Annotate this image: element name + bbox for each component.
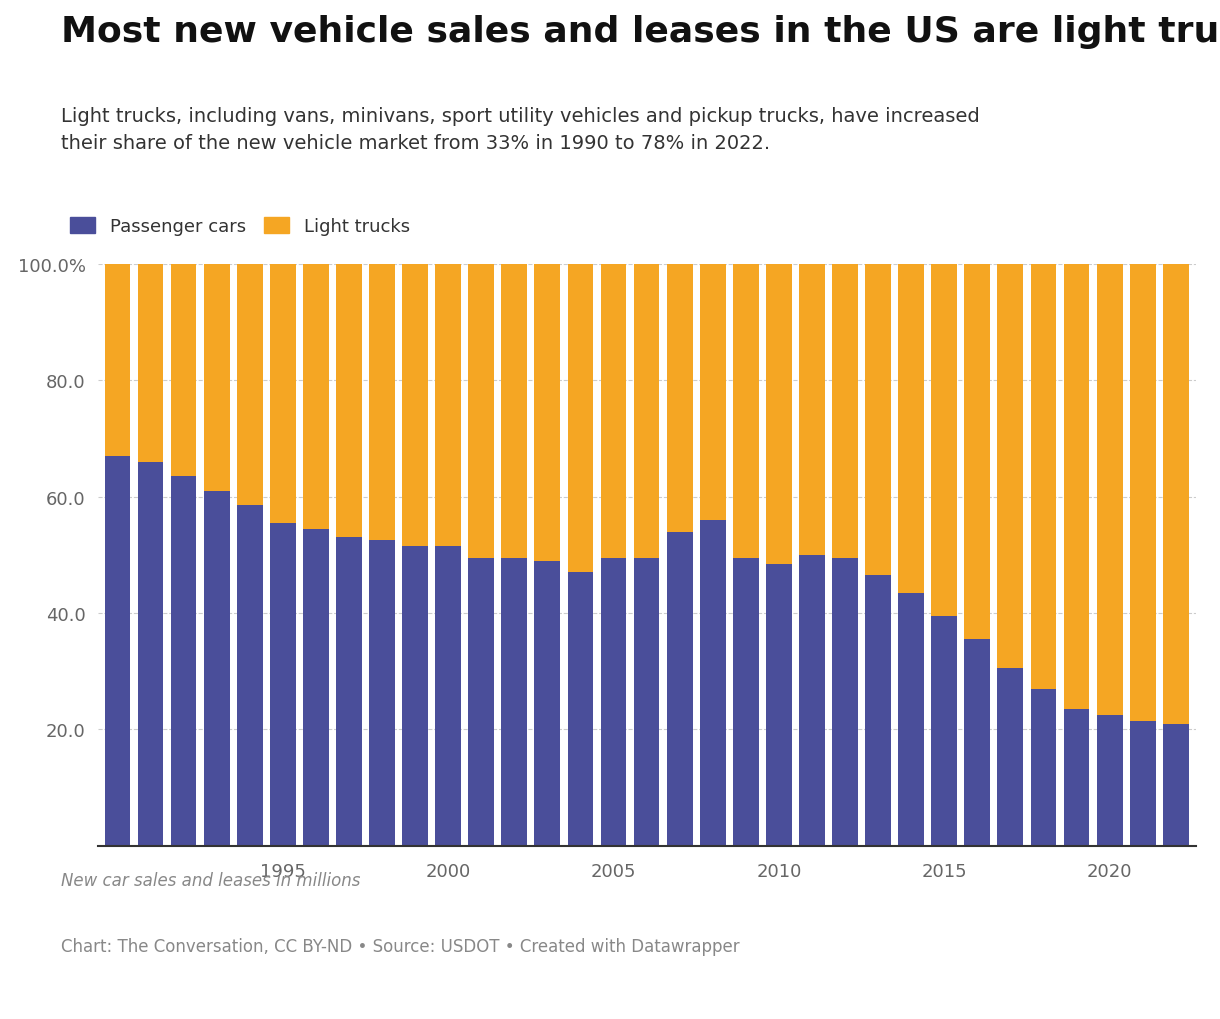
Bar bbox=[303, 265, 328, 529]
Bar bbox=[403, 265, 428, 546]
Bar bbox=[998, 265, 1024, 668]
Bar bbox=[600, 265, 626, 558]
Bar bbox=[468, 265, 494, 558]
Bar bbox=[336, 265, 362, 538]
Bar bbox=[1097, 715, 1122, 846]
Text: Light trucks, including vans, minivans, sport utility vehicles and pickup trucks: Light trucks, including vans, minivans, … bbox=[61, 107, 980, 153]
Bar bbox=[436, 265, 461, 546]
Bar bbox=[336, 538, 362, 846]
Bar bbox=[865, 576, 891, 846]
Bar bbox=[600, 558, 626, 846]
Bar bbox=[204, 491, 229, 846]
Bar bbox=[998, 668, 1024, 846]
Bar bbox=[501, 265, 527, 558]
Bar bbox=[105, 265, 131, 457]
Bar bbox=[534, 265, 560, 561]
Bar bbox=[733, 558, 759, 846]
Bar bbox=[303, 529, 328, 846]
Legend: Passenger cars, Light trucks: Passenger cars, Light trucks bbox=[70, 218, 410, 236]
Bar bbox=[832, 558, 858, 846]
Bar bbox=[1130, 265, 1155, 720]
Bar bbox=[138, 463, 163, 846]
Bar bbox=[270, 265, 295, 524]
Bar bbox=[633, 265, 660, 558]
Bar bbox=[1064, 265, 1089, 709]
Bar bbox=[436, 546, 461, 846]
Text: Chart: The Conversation, CC BY-ND • Source: USDOT • Created with Datawrapper: Chart: The Conversation, CC BY-ND • Sour… bbox=[61, 937, 739, 956]
Bar bbox=[667, 532, 693, 846]
Bar bbox=[965, 265, 991, 640]
Bar bbox=[832, 265, 858, 558]
Bar bbox=[171, 477, 196, 846]
Bar bbox=[733, 265, 759, 558]
Bar bbox=[1163, 265, 1188, 723]
Bar bbox=[370, 541, 395, 846]
Bar bbox=[138, 265, 163, 463]
Bar bbox=[898, 593, 924, 846]
Bar bbox=[1064, 709, 1089, 846]
Bar bbox=[468, 558, 494, 846]
Text: Most new vehicle sales and leases in the US are light trucks: Most new vehicle sales and leases in the… bbox=[61, 15, 1220, 49]
Bar bbox=[237, 506, 262, 846]
Bar bbox=[370, 265, 395, 541]
Bar bbox=[237, 265, 262, 506]
Bar bbox=[766, 565, 792, 846]
Bar bbox=[1163, 723, 1188, 846]
Bar bbox=[965, 640, 991, 846]
Bar bbox=[700, 265, 726, 521]
Bar bbox=[403, 546, 428, 846]
Bar bbox=[667, 265, 693, 532]
Bar bbox=[1031, 689, 1057, 846]
Bar bbox=[799, 555, 825, 846]
Bar bbox=[567, 265, 593, 573]
Bar bbox=[931, 616, 958, 846]
Bar bbox=[204, 265, 229, 491]
Bar bbox=[1031, 265, 1057, 689]
Bar bbox=[700, 521, 726, 846]
Bar bbox=[865, 265, 891, 576]
Bar bbox=[633, 558, 660, 846]
Text: New car sales and leases in millions: New car sales and leases in millions bbox=[61, 871, 360, 890]
Bar bbox=[799, 265, 825, 555]
Bar bbox=[1130, 720, 1155, 846]
Bar bbox=[534, 561, 560, 846]
Bar bbox=[105, 457, 131, 846]
Bar bbox=[501, 558, 527, 846]
Bar bbox=[898, 265, 924, 593]
Bar bbox=[766, 265, 792, 565]
Bar bbox=[270, 524, 295, 846]
Bar bbox=[171, 265, 196, 477]
Bar bbox=[1097, 265, 1122, 715]
Bar bbox=[567, 573, 593, 846]
Bar bbox=[931, 265, 958, 616]
